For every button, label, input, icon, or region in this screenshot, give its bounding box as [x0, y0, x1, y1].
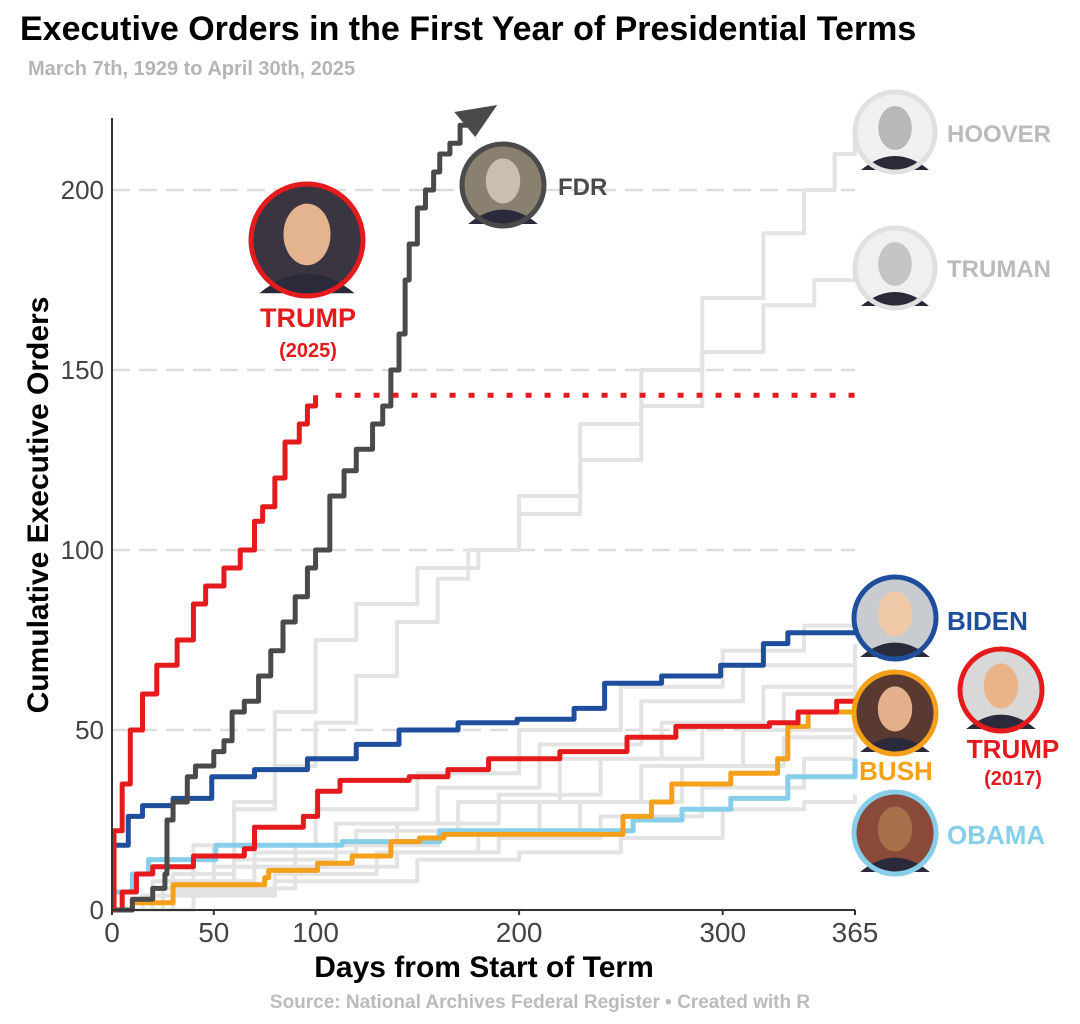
arrow-head-icon — [454, 105, 498, 137]
label-trump-2025-year: (2025) — [279, 340, 337, 362]
portrait-bush-icon — [851, 669, 939, 757]
series-line-background-9 — [112, 794, 857, 912]
portrait-obama-icon — [851, 789, 939, 877]
label-truman: TRUMAN — [947, 256, 1051, 283]
y-tick-label: 100 — [61, 535, 104, 565]
series-line-bush — [112, 708, 858, 913]
label-trump-2017-year: (2017) — [984, 768, 1042, 790]
source-note: Source: National Archives Federal Regist… — [269, 992, 811, 1013]
chart-title: Executive Orders in the First Year of Pr… — [20, 10, 917, 48]
label-obama: OBAMA — [947, 820, 1045, 850]
portrait-trump-2017-icon — [957, 646, 1045, 734]
series-line-fdr — [112, 118, 471, 913]
x-tick-label: 50 — [198, 917, 229, 948]
label-bush: BUSH — [859, 756, 933, 786]
y-tick-label: 0 — [90, 895, 104, 925]
chart-subtitle: March 7th, 1929 to April 30th, 2025 — [28, 58, 356, 80]
portrait-fdr-icon — [459, 141, 547, 229]
series-line-background-0 — [112, 128, 857, 912]
label-hoover: HOOVER — [947, 121, 1051, 148]
x-axis-label: Days from Start of Term — [314, 951, 654, 984]
label-biden: BIDEN — [947, 606, 1028, 636]
x-tick-label: 365 — [832, 917, 879, 948]
label-fdr: FDR — [558, 174, 607, 201]
series-line-trump-2017 — [112, 698, 855, 913]
series-line-background-4 — [112, 658, 857, 912]
series-line-trump-2025 — [111, 395, 319, 913]
series-line-obama — [112, 758, 858, 895]
label-trump-2017: TRUMP — [967, 734, 1059, 764]
y-axis-label: Cumulative Executive Orders — [22, 297, 55, 714]
y-tick-label: 50 — [75, 715, 104, 745]
x-tick-label: 300 — [699, 917, 746, 948]
label-trump-2025: TRUMP — [260, 303, 356, 333]
y-tick-label: 150 — [61, 355, 104, 385]
portrait-truman-icon — [852, 225, 938, 311]
portrait-hoover-icon — [852, 89, 938, 175]
series-line-background-1 — [112, 272, 857, 912]
x-tick-label: 200 — [496, 917, 543, 948]
portrait-biden-icon — [851, 574, 939, 662]
portrait-trump-2025-icon — [248, 181, 366, 299]
y-tick-label: 200 — [61, 175, 104, 205]
x-tick-label: 100 — [292, 917, 339, 948]
series-line-biden — [111, 630, 855, 913]
x-tick-label: 0 — [104, 917, 120, 948]
